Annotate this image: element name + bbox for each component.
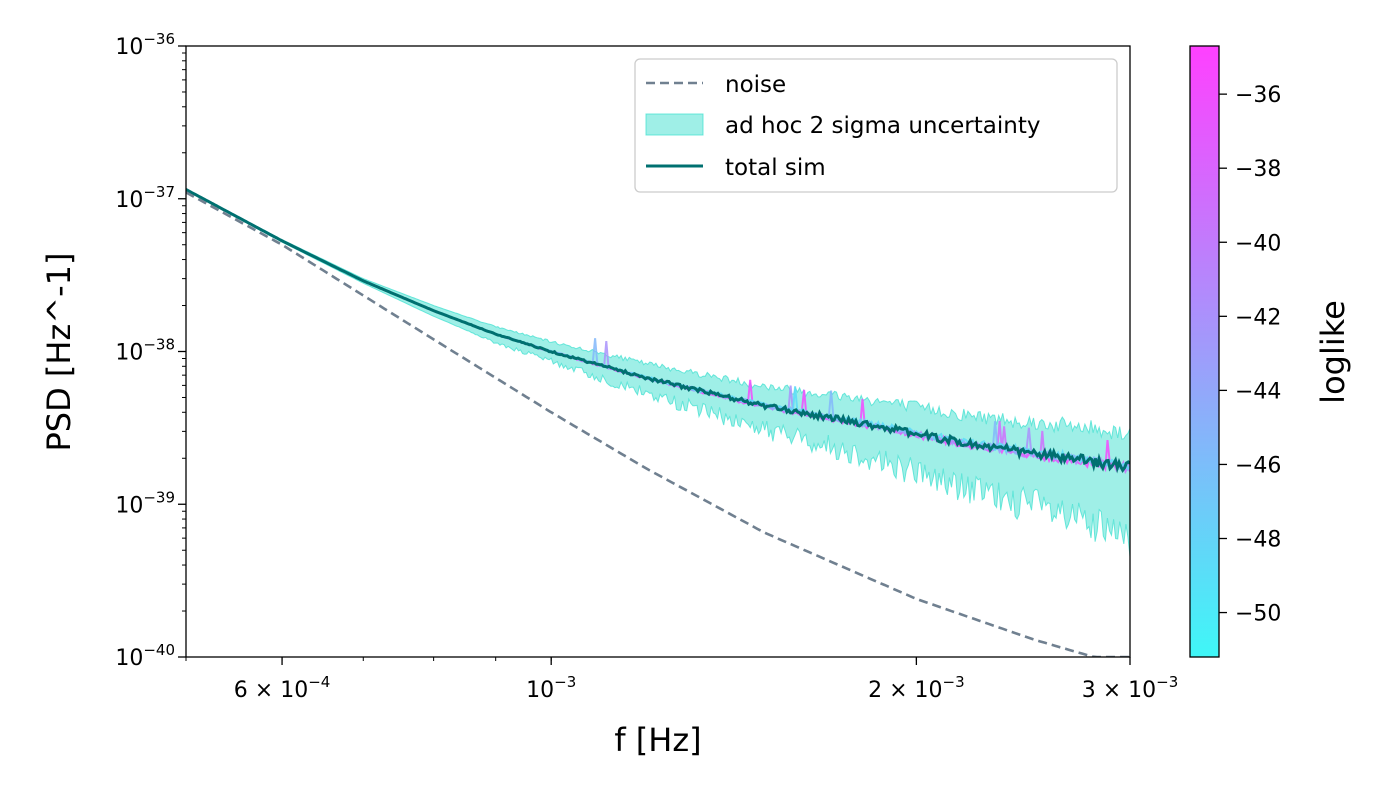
legend-box (634, 58, 1118, 193)
x-tick-label: 6 × 10−4 (234, 673, 331, 703)
y-tick-label: 10−38 (115, 336, 175, 366)
axis-layer: 6 × 10−4 10−3 2 × 10−3 3 × 10−3 10−40 10−39 10… (115, 30, 1178, 703)
colorbar-tick-label: −48 (1235, 528, 1281, 553)
y-tick-label: 10−39 (115, 488, 175, 518)
legend-sim-label: total sim (725, 155, 826, 181)
y-tick-label: 10−40 (115, 641, 175, 671)
colorbar-label: loglike (1314, 300, 1352, 404)
colorbar-tick-label: −50 (1235, 602, 1281, 627)
legend-noise-label: noise (725, 72, 786, 98)
y-tick-label: 10−36 (115, 30, 175, 60)
noise-line (186, 191, 1130, 657)
x-tick-label: 2 × 10−3 (868, 673, 965, 703)
colorbar-tick-label: −40 (1235, 231, 1281, 256)
colorbar: −36 −38 −40 −42 −44 −46 −48 −50 loglike (1189, 45, 1352, 658)
x-tick-label: 10−3 (526, 673, 576, 703)
colorbar-gradient (1189, 45, 1220, 658)
y-axis-label: PSD [Hz^-1] (40, 253, 78, 452)
colorbar-tick-label: −36 (1235, 83, 1281, 108)
plot-data-layer (186, 188, 1130, 657)
uncertainty-band (186, 188, 1130, 557)
legend: noise ad hoc 2 sigma uncertainty total s… (634, 58, 1118, 193)
colorbar-tick-label: −42 (1235, 305, 1281, 330)
colorbar-tick-label: −44 (1235, 379, 1281, 404)
x-tick-label: 3 × 10−3 (1082, 673, 1179, 703)
x-axis-label: f [Hz] (614, 721, 701, 759)
y-tick-label: 10−37 (115, 183, 175, 213)
colorbar-ticks: −36 −38 −40 −42 −44 −46 −48 −50 (1219, 83, 1281, 627)
legend-band-swatch (645, 113, 704, 136)
legend-band-label: ad hoc 2 sigma uncertainty (725, 113, 1040, 139)
colorbar-tick-label: −46 (1235, 453, 1281, 478)
colorbar-tick-label: −38 (1235, 157, 1281, 182)
total-sim-line (186, 188, 1130, 474)
